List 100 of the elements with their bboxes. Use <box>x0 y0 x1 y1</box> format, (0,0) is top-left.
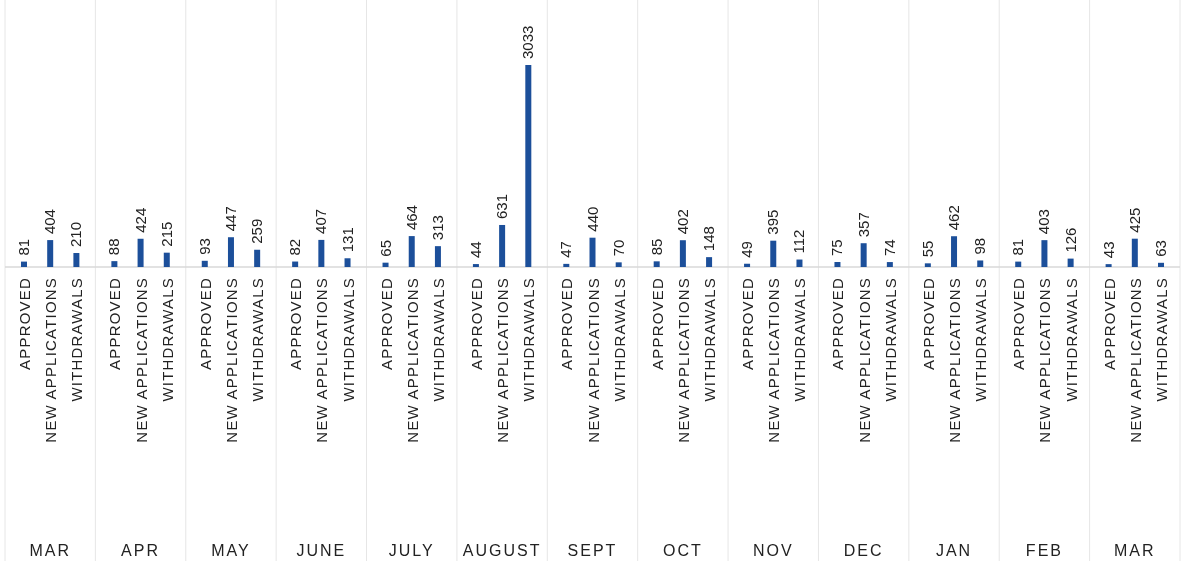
text: NEW APPLICATIONS <box>765 277 783 443</box>
bar <box>834 262 841 267</box>
text: WITHDRAWALS <box>701 277 719 402</box>
text: NEW APPLICATIONS <box>855 277 873 443</box>
text: APPROVED <box>558 277 576 370</box>
text: APPROVED <box>467 277 485 370</box>
data-label: 425 <box>1125 207 1143 233</box>
text: WITHDRAWALS <box>1153 277 1171 402</box>
data-label: 395 <box>764 209 782 235</box>
x-tick-label: JULY <box>388 542 435 559</box>
bar <box>615 262 622 267</box>
data-label: 81 <box>1009 238 1027 256</box>
text: NEW APPLICATIONS <box>584 277 602 443</box>
bar <box>163 252 170 267</box>
data-label: 407 <box>312 208 330 234</box>
bar <box>977 260 984 267</box>
bar <box>344 258 351 267</box>
data-label: 357 <box>854 212 872 238</box>
data-label: 112 <box>790 229 808 254</box>
bar <box>1041 240 1048 267</box>
bar <box>434 246 441 267</box>
bar <box>1105 264 1112 267</box>
x-tick-label: MAR <box>1114 542 1156 559</box>
text: WITHDRAWALS <box>1062 277 1080 402</box>
data-label: 75 <box>828 239 846 256</box>
text: WITHDRAWALS <box>520 277 538 402</box>
bar <box>499 224 506 267</box>
bar <box>886 262 893 267</box>
text: WITHDRAWALS <box>339 277 357 402</box>
bar <box>254 249 261 267</box>
data-label: 70 <box>609 239 627 257</box>
bar <box>20 261 27 267</box>
data-label: 440 <box>583 206 601 232</box>
text: NEW APPLICATIONS <box>42 277 60 443</box>
bar <box>137 238 144 267</box>
data-label: 74 <box>880 239 898 257</box>
x-tick-label: FEB <box>1025 542 1063 559</box>
bar <box>653 261 660 267</box>
text: WITHDRAWALS <box>791 277 809 402</box>
bar <box>201 260 208 267</box>
text: APPROVED <box>15 277 33 370</box>
x-tick-label: DEC <box>843 542 884 559</box>
text: WITHDRAWALS <box>68 277 86 402</box>
data-label: 98 <box>971 237 989 255</box>
text: NEW APPLICATIONS <box>1126 277 1144 443</box>
data-label: 65 <box>376 239 394 257</box>
bar <box>408 236 415 267</box>
data-label: 447 <box>221 206 239 232</box>
data-label: 82 <box>286 238 304 256</box>
text: WITHDRAWALS <box>972 277 990 402</box>
text: NEW APPLICATIONS <box>403 277 421 443</box>
data-label: 148 <box>700 226 718 252</box>
text: NEW APPLICATIONS <box>1036 277 1054 443</box>
data-label: 402 <box>673 209 691 235</box>
text: APPROVED <box>739 277 757 370</box>
bar <box>47 240 54 267</box>
bar <box>1067 258 1074 267</box>
bar <box>1015 261 1022 267</box>
bar <box>744 263 751 267</box>
text: APPROVED <box>196 277 214 370</box>
bar <box>73 253 80 267</box>
text: APPROVED <box>106 277 124 370</box>
text: APPROVED <box>1100 277 1118 370</box>
data-label: 81 <box>14 238 32 256</box>
text: APPROVED <box>648 277 666 370</box>
data-label: 462 <box>945 205 963 231</box>
bar <box>525 65 532 267</box>
x-tick-label: OCT <box>662 542 703 559</box>
text: WITHDRAWALS <box>429 277 447 402</box>
bar <box>951 236 958 267</box>
data-label: 403 <box>1035 209 1053 235</box>
text: WITHDRAWALS <box>249 277 267 402</box>
data-label: 126 <box>1061 227 1079 253</box>
data-label: 631 <box>493 193 511 219</box>
x-tick-label: APR <box>121 542 161 559</box>
text: NEW APPLICATIONS <box>674 277 692 443</box>
text: APPROVED <box>377 277 395 370</box>
data-label: 44 <box>466 241 484 259</box>
text: WITHDRAWALS <box>610 277 628 402</box>
bar <box>227 237 234 267</box>
text: NEW APPLICATIONS <box>946 277 964 443</box>
data-label: 313 <box>428 215 446 241</box>
data-label: 85 <box>647 238 665 256</box>
text: NEW APPLICATIONS <box>222 277 240 443</box>
data-label: 404 <box>41 209 59 235</box>
bar <box>318 239 325 267</box>
text: APPROVED <box>829 277 847 370</box>
x-tick-label: NOV <box>752 542 794 559</box>
bar <box>1158 262 1165 267</box>
bar <box>924 263 931 267</box>
bar <box>796 259 803 267</box>
data-label: 3033 <box>519 25 537 59</box>
bar <box>589 237 596 267</box>
data-label: 464 <box>402 205 420 231</box>
text: APPROVED <box>919 277 937 370</box>
bar <box>860 243 867 267</box>
data-label: 49 <box>738 241 756 258</box>
bar <box>563 263 570 267</box>
bar <box>706 257 713 267</box>
x-tick-label: JUNE <box>296 542 347 559</box>
